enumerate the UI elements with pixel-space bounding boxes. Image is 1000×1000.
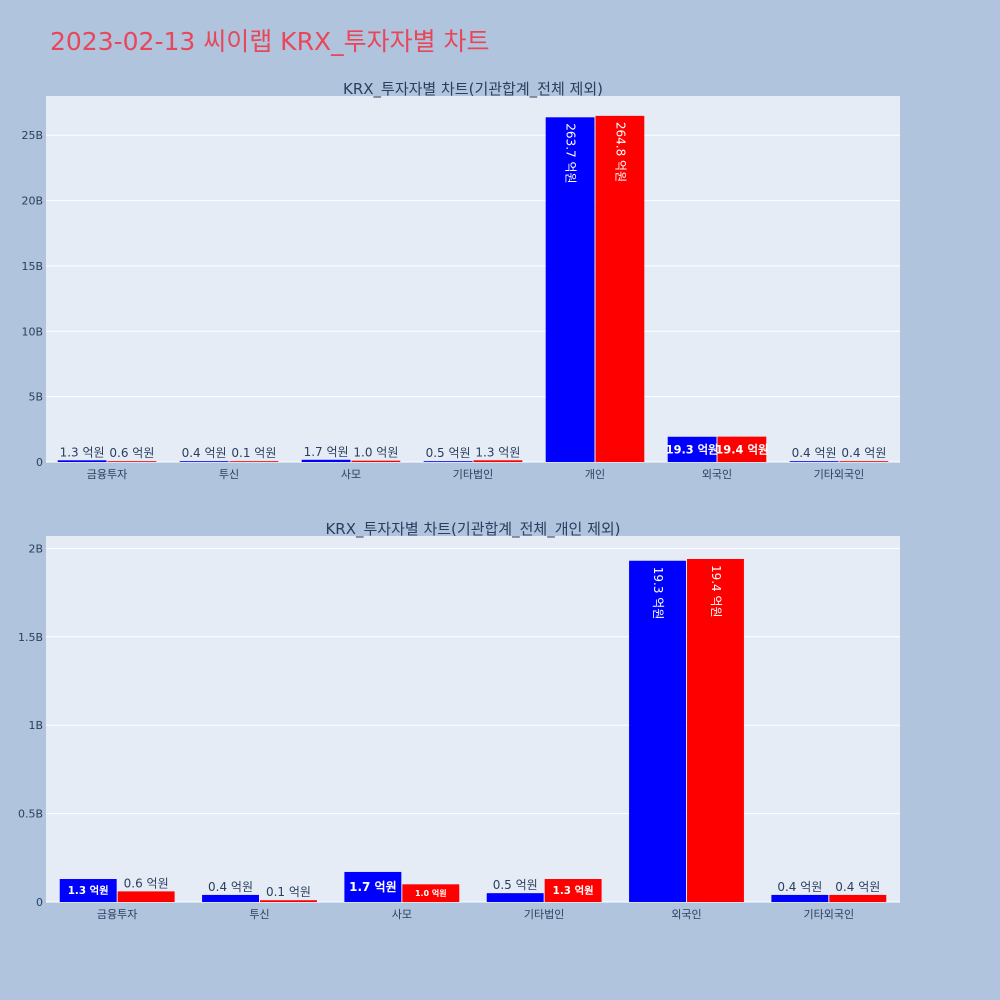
data-label: 0.6 억원 (124, 876, 169, 890)
data-label: 1.3 억원 (60, 445, 105, 459)
y-tick-label: 0 (36, 456, 43, 469)
bar (59, 879, 117, 902)
x-tick-label: 외국인 (671, 908, 701, 921)
data-label: 19.4 억원 (709, 565, 723, 618)
data-label: 1.7 억원 (304, 445, 349, 459)
data-label: 0.4 억원 (777, 880, 822, 894)
data-label: 0.4 억원 (792, 446, 837, 460)
bar (789, 461, 839, 462)
chart-title: KRX_투자자별 차트(기관합계_전체_개인 제외) (325, 520, 620, 539)
y-tick-label: 0.5B (18, 808, 43, 821)
x-tick-label: 사모 (392, 908, 412, 921)
bar (545, 117, 595, 462)
data-label: 19.3 억원 (666, 442, 719, 456)
x-tick-label: 투신 (249, 908, 269, 921)
bar (667, 436, 717, 462)
y-tick-label: 0 (36, 896, 43, 909)
data-label: 264.8 억원 (613, 122, 627, 182)
data-label: 0.4 억원 (841, 446, 886, 460)
x-tick-label: 금융투자 (97, 908, 137, 921)
x-tick-label: 기타법인 (524, 908, 564, 921)
bar (839, 461, 889, 462)
bar (260, 900, 317, 902)
data-label: 263.7 억원 (564, 123, 578, 183)
bar (351, 460, 401, 462)
data-label: 1.0 억원 (353, 446, 398, 460)
y-tick-label: 15B (21, 260, 43, 273)
bar (829, 894, 887, 902)
y-tick-label: 20B (21, 195, 43, 208)
data-label: 1.3 억원 (475, 445, 520, 459)
y-tick-label: 1B (28, 719, 43, 732)
data-label: 0.1 억원 (231, 446, 276, 460)
data-label: 0.5 억원 (493, 878, 538, 892)
y-tick-label: 10B (21, 325, 43, 338)
data-label: 0.1 억원 (266, 885, 311, 899)
x-tick-label: 기타외국인 (814, 468, 865, 481)
bar (402, 884, 460, 902)
x-tick-label: 사모 (341, 468, 361, 481)
plot-area (46, 96, 900, 462)
data-label: 0.4 억원 (208, 880, 253, 894)
data-label: 1.3 억원 (68, 884, 109, 897)
chart-investor-all: KRX_투자자별 차트(기관합계_전체 제외) 0 5B 10B 15B 20B 25B 금융… (21, 80, 900, 481)
bar (687, 558, 744, 902)
chart-investor-excl-individual: KRX_투자자별 차트(기관합계_전체_개인 제외) 0 0.5B 1B 1.5B 2B 금… (18, 520, 900, 921)
y-tick-label: 25B (21, 129, 43, 142)
x-tick-label: 기타법인 (453, 468, 493, 481)
bar (544, 879, 602, 902)
bar (107, 461, 157, 462)
bar (629, 560, 686, 902)
data-label: 1.7 억원 (349, 880, 397, 894)
bar (717, 436, 767, 462)
bar (423, 461, 473, 462)
y-tick-label: 1.5B (18, 631, 43, 644)
plot-area (46, 536, 900, 902)
bar (771, 894, 829, 902)
x-tick-label: 외국인 (702, 468, 732, 481)
x-tick-label: 기타외국인 (804, 908, 855, 921)
page-title: 2023-02-13 씨이랩 KRX_투자자별 차트 (50, 27, 490, 56)
x-tick-label: 투신 (219, 468, 239, 481)
data-label: 1.3 억원 (553, 884, 594, 897)
data-label: 19.4 억원 (715, 442, 768, 456)
bar (344, 871, 402, 902)
data-label: 0.4 억원 (182, 446, 227, 460)
data-label: 0.6 억원 (109, 446, 154, 460)
bar (473, 460, 523, 462)
x-tick-label: 금융투자 (87, 468, 127, 481)
chart-title: KRX_투자자별 차트(기관합계_전체 제외) (343, 80, 603, 99)
data-label: 19.3 억원 (651, 567, 665, 620)
bar (595, 115, 645, 462)
y-tick-label: 2B (28, 542, 43, 555)
bar (486, 893, 544, 902)
bar (117, 891, 175, 902)
y-tick-label: 5B (28, 391, 43, 404)
data-label: 0.4 억원 (835, 880, 880, 894)
bar (202, 894, 259, 902)
bar (179, 461, 229, 462)
bar (57, 460, 107, 462)
x-tick-label: 개인 (585, 468, 605, 481)
bar (229, 461, 279, 462)
data-label: 0.5 억원 (426, 446, 471, 460)
data-label: 1.0 억원 (415, 888, 447, 898)
bar (301, 459, 351, 462)
